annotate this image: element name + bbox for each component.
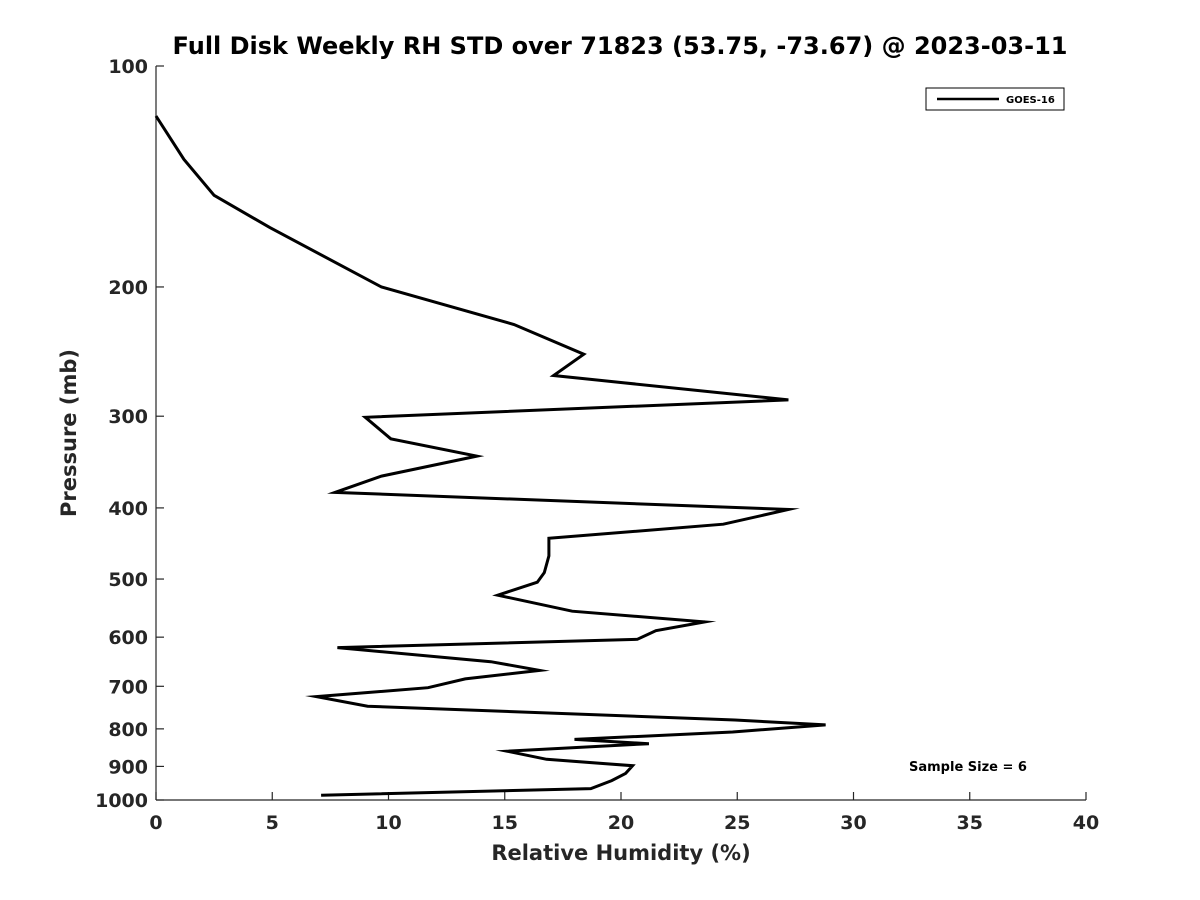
x-tick-label: 20 xyxy=(608,812,634,834)
y-axis-label: Pressure (mb) xyxy=(57,349,81,517)
x-tick-label: 30 xyxy=(840,812,866,834)
x-axis-label: Relative Humidity (%) xyxy=(491,841,750,865)
y-tick-label: 200 xyxy=(108,277,148,299)
x-tick-label: 25 xyxy=(724,812,750,834)
y-tick-label: 600 xyxy=(108,627,148,649)
x-axis: 0 5 10 15 20 25 30 35 40 xyxy=(149,792,1099,834)
legend-label-goes-16: GOES-16 xyxy=(1006,95,1055,106)
x-tick-label: 15 xyxy=(492,812,518,834)
x-tick-label: 10 xyxy=(375,812,401,834)
x-tick-label: 35 xyxy=(957,812,983,834)
y-tick-label: 400 xyxy=(108,498,148,520)
series-layer xyxy=(154,115,826,797)
y-axis: 100 200 300 400 500 600 700 800 900 1000 xyxy=(95,56,164,812)
x-tick-label: 5 xyxy=(266,812,279,834)
x-tick-label: 40 xyxy=(1073,812,1099,834)
x-tick-label: 0 xyxy=(149,812,162,834)
sample-size-annotation: Sample Size = 6 xyxy=(909,760,1027,775)
y-tick-label: 1000 xyxy=(95,790,148,812)
series-line-goes-16 xyxy=(154,115,826,797)
y-tick-label: 700 xyxy=(108,676,148,698)
y-tick-label: 900 xyxy=(108,756,148,778)
y-tick-label: 300 xyxy=(108,406,148,428)
y-tick-label: 100 xyxy=(108,56,148,78)
plot-area xyxy=(156,66,1086,800)
y-tick-label: 800 xyxy=(108,719,148,741)
chart-title: Full Disk Weekly RH STD over 71823 (53.7… xyxy=(173,32,1068,60)
y-tick-label: 500 xyxy=(108,569,148,591)
legend: GOES-16 xyxy=(925,87,1065,111)
